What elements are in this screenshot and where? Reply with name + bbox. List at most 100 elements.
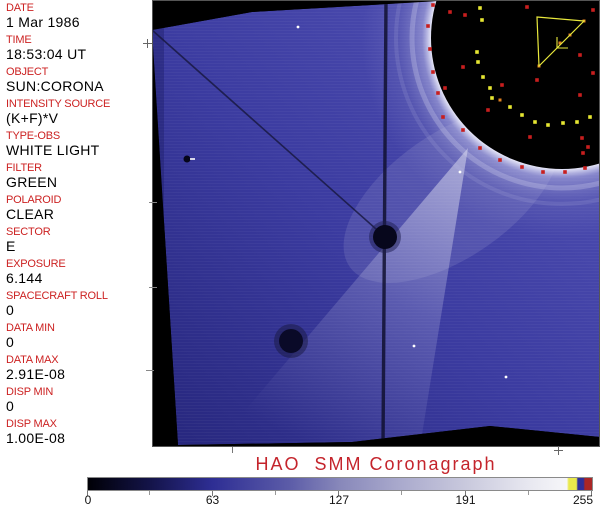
colorbar-tick-label: 0 [84, 493, 92, 507]
coronagraph-image [152, 0, 600, 447]
fiducial-plus-mark [553, 445, 563, 455]
field-label: SECTOR [6, 226, 51, 238]
yellow-marker-dot [561, 121, 565, 125]
red-marker-dot [520, 165, 524, 169]
red-marker-dot [431, 70, 435, 74]
yellow-marker-dot [475, 50, 479, 54]
yellow-marker-dot [490, 96, 494, 100]
red-marker-dot [461, 128, 465, 132]
red-marker-dot [528, 135, 532, 139]
colorbar-tick-label: 255 [572, 493, 594, 507]
field-value: SUN:CORONA [6, 78, 104, 94]
red-marker-dot [461, 65, 465, 69]
field-label: DATE [6, 2, 34, 14]
colorbar-tick [211, 491, 213, 496]
image-viewport [152, 0, 600, 447]
yellow-marker-dot [520, 113, 524, 117]
field-label: OBJECT [6, 66, 49, 78]
colorbar-tick [338, 491, 339, 496]
fiducial-plus-mark [142, 38, 152, 48]
white-speck [412, 344, 416, 348]
red-marker-dot [486, 108, 490, 112]
field-value: 1.00E-08 [6, 430, 66, 446]
field-value: 6.144 [6, 270, 43, 286]
red-marker-dot [478, 146, 482, 150]
field-label: TIME [6, 34, 32, 46]
metadata-field-time: TIME 18:53:04 UT [6, 34, 152, 61]
overlay-flag-polygon [536, 16, 586, 68]
field-value: E [6, 238, 16, 254]
metadata-field-sector: SECTOR E [6, 226, 152, 253]
marker-overlay [296, 3, 595, 379]
field-label: DISP MAX [6, 418, 57, 430]
dark-blob [279, 329, 303, 353]
red-marker-dot [563, 170, 567, 174]
colorbar-tick [591, 491, 592, 496]
occulter-arm-diagonal [152, 29, 386, 238]
orange-marker-dot [558, 41, 562, 45]
red-marker-dot [580, 136, 584, 140]
red-marker-dot [436, 91, 440, 95]
speck-tail [190, 158, 195, 160]
red-marker-dot [578, 93, 582, 97]
field-value: 2.91E-08 [6, 366, 66, 382]
fiducial-dash [149, 201, 157, 203]
red-marker-dot [500, 83, 504, 87]
yellow-marker-dot [546, 123, 550, 127]
red-marker-dot [428, 47, 432, 51]
colorbar-tick-label: 127 [328, 493, 350, 507]
colorbar-tick [87, 491, 88, 496]
field-label: FILTER [6, 162, 42, 174]
metadata-field-object: OBJECT SUN:CORONA [6, 66, 152, 93]
field-value: 0 [6, 334, 15, 350]
colorbar: 0 63 127 191 255 [0, 476, 600, 512]
metadata-field-type-obs: TYPE-OBS WHITE LIGHT [6, 130, 152, 157]
field-value: 0 [6, 302, 15, 318]
yellow-marker-dot [508, 105, 512, 109]
red-marker-dot [586, 145, 590, 149]
red-marker-dot [498, 158, 502, 162]
flag-notch [556, 37, 568, 49]
white-speck [504, 375, 508, 379]
yellow-marker-dot [476, 60, 480, 64]
field-value: 18:53:04 UT [6, 46, 87, 62]
yellow-marker-dot [588, 115, 592, 119]
field-label: TYPE-OBS [6, 130, 61, 142]
red-marker-dot [426, 24, 430, 28]
field-label: DATA MAX [6, 354, 59, 366]
field-label: POLAROID [6, 194, 62, 206]
occulted-region [431, 0, 600, 169]
field-label: EXPOSURE [6, 258, 66, 270]
ghost-ring-2 [394, 0, 600, 206]
ghost-ring-1 [409, 0, 600, 191]
colorbar-tick-label: 63 [205, 493, 220, 507]
red-marker-dot [443, 86, 447, 90]
yellow-marker-dot [481, 75, 485, 79]
field-value: 1 Mar 1986 [6, 14, 80, 30]
dark-speck [183, 155, 191, 163]
red-marker-dot [591, 8, 595, 12]
metadata-field-polaroid: POLAROID CLEAR [6, 194, 152, 221]
colorbar-tick-label: 191 [455, 493, 476, 507]
streamer-fan [214, 148, 468, 445]
metadata-field-intensity-source: INTENSITY SOURCE (K+F)*V [6, 98, 152, 125]
metadata-field-exposure: EXPOSURE 6.144 [6, 258, 152, 285]
fiducial-dash [149, 286, 157, 288]
metadata-field-disp-min: DISP MIN 0 [6, 386, 152, 413]
yellow-marker-dot [533, 120, 537, 124]
field-value: GREEN [6, 174, 58, 190]
red-marker-dot [535, 78, 539, 82]
field-value: 0 [6, 398, 15, 414]
yellow-marker-dot [478, 6, 482, 10]
red-marker-dot [525, 5, 529, 9]
field-label: DATA MIN [6, 322, 55, 334]
white-speck [458, 170, 462, 174]
red-marker-dot [463, 13, 467, 17]
red-marker-dot [541, 170, 545, 174]
red-marker-dot [448, 10, 452, 14]
red-marker-dot [578, 53, 582, 57]
red-marker-dot [583, 166, 587, 170]
metadata-field-spacecraft-roll: SPACECRAFT ROLL 0 [6, 290, 152, 317]
field-label: INTENSITY SOURCE [6, 98, 111, 110]
red-marker-dot [591, 71, 595, 75]
